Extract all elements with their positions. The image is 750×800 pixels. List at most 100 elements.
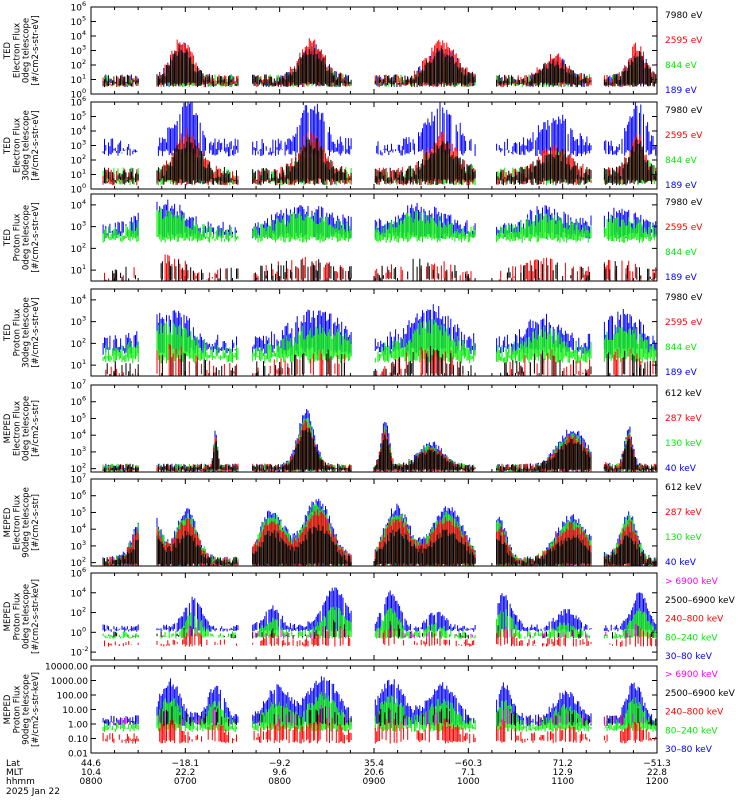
legend-entry: 612 keV <box>665 389 702 399</box>
legend-entry: 287 keV <box>665 414 702 424</box>
y-tick-label: 10 <box>71 570 83 580</box>
y-tick-label: 10 <box>71 542 83 552</box>
y-tick-label: 10 <box>71 432 83 442</box>
legend-entry: 40 keV <box>665 558 697 568</box>
y-tick-exponent: 3 <box>82 44 86 52</box>
y-tick-exponent: 4 <box>82 586 86 594</box>
legend-entry: 844 eV <box>665 248 698 258</box>
footer-hhmm: 1000 <box>457 777 480 787</box>
footer-lat: 35.4 <box>364 759 384 769</box>
series-black <box>102 44 657 88</box>
legend-entry: 844 eV <box>665 61 698 71</box>
y-tick-exponent: 5 <box>82 411 86 419</box>
footer-row-label: hhmm <box>6 777 35 787</box>
legend-entry: 189 eV <box>665 86 698 96</box>
plot-frame <box>90 288 658 377</box>
legend-entry: 7980 eV <box>665 106 703 116</box>
footer-row-label: MLT <box>6 768 24 778</box>
y-tick-label: 10 <box>71 142 83 152</box>
legend-entry: 30–80 keV <box>665 652 713 662</box>
y-tick-exponent: 5 <box>82 15 86 23</box>
legend-entry: 30–80 keV <box>665 745 713 755</box>
legend-entry: 7980 eV <box>665 293 703 303</box>
plot-frame <box>90 6 658 95</box>
y-axis-title-line: 0deg telescope <box>22 18 32 83</box>
y-tick-exponent: 4 <box>82 198 86 206</box>
y-axis-title-line: 30deg telescope <box>22 297 32 368</box>
legend-entry: 2595 eV <box>665 36 703 46</box>
footer-mlt: 9.6 <box>273 768 288 778</box>
y-tick-label: 10 <box>71 76 83 86</box>
legend-entry: 189 eV <box>665 181 698 191</box>
footer-lat: 71.2 <box>553 759 573 769</box>
y-tick-exponent: 4 <box>82 522 86 530</box>
y-tick-exponent: 5 <box>82 505 86 513</box>
y-tick-exponent: 4 <box>82 293 86 301</box>
y-axis-title-line: [#/cm2-s-str-eV] <box>31 297 41 367</box>
y-tick-label: 10 <box>71 33 83 43</box>
footer-lat: 44.6 <box>81 759 101 769</box>
y-tick-label: 10 <box>71 113 83 123</box>
y-tick-label: 10 <box>71 267 83 277</box>
legend-entry: 7980 eV <box>665 11 703 21</box>
series-green <box>102 207 657 243</box>
y-tick-exponent: 1 <box>82 263 86 271</box>
footer-hhmm: 0700 <box>174 777 197 787</box>
y-tick-label: 10 <box>71 609 83 619</box>
footer-row-label: Lat <box>6 759 21 769</box>
series-group <box>102 38 657 88</box>
panel-5: MEPEDElectron Flux0deg telescope[#/cm2-s… <box>3 378 702 475</box>
panel-6: MEPEDElectron Flux90deg telescope[#/cm2-… <box>3 472 702 569</box>
footer-hhmm: 0800 <box>268 777 291 787</box>
series-group <box>102 199 657 281</box>
series-group <box>102 587 657 647</box>
legend-entry: 2500–6900 keV <box>665 596 736 606</box>
y-tick-label: 1000.00 <box>51 677 88 687</box>
y-tick-exponent: 7 <box>82 378 86 386</box>
legend-entry: > 6900 keV <box>665 577 719 587</box>
legend-entry: 2595 eV <box>665 318 703 328</box>
y-axis-title-line: [#/cm2-s-str-eV] <box>31 202 41 272</box>
y-axis-title-line: MEPED <box>3 601 13 631</box>
panel-1: TEDElectron Flux0deg telescope[#/cm2-s-s… <box>3 0 703 101</box>
series-black <box>102 428 657 472</box>
panel-2: TEDElectron Flux30deg telescope[#/cm2-s-… <box>3 95 703 196</box>
footer-hhmm: 1200 <box>646 777 669 787</box>
y-tick-label: 10 <box>71 415 83 425</box>
y-axis-title-line: TED <box>3 228 13 247</box>
y-tick-label: 10 <box>71 382 83 392</box>
y-tick-label: 10 <box>71 186 83 196</box>
y-tick-label: 100.00 <box>57 692 89 702</box>
y-axis-title-line: [#/cm2-s-str-eV] <box>31 110 41 180</box>
y-tick-exponent: -2 <box>82 645 88 653</box>
y-axis-title-line: 30deg telescope <box>22 110 32 181</box>
footer-mlt: 20.6 <box>364 768 384 778</box>
series-group <box>102 304 657 376</box>
series-group <box>102 676 657 744</box>
y-tick-label: 0.01 <box>68 750 88 760</box>
series-magenta <box>113 704 644 727</box>
y-tick-label: 10 <box>71 398 83 408</box>
y-tick-exponent: 2 <box>82 606 86 614</box>
y-tick-label: 1.00 <box>68 721 88 731</box>
y-tick-label: 10 <box>71 4 83 14</box>
y-tick-label: 10 <box>71 318 83 328</box>
y-tick-label: 10 <box>71 157 83 167</box>
plot-frame <box>90 193 658 282</box>
y-axis-title-line: TED <box>3 323 13 342</box>
plot-frame <box>90 665 658 754</box>
legend-entry: 40 keV <box>665 464 697 474</box>
y-tick-label: 10 <box>71 476 83 486</box>
y-tick-label: 10 <box>71 223 83 233</box>
plot-frame <box>90 101 658 190</box>
y-axis-title-line: Electron Flux <box>12 118 22 173</box>
y-axis-title: MEPEDProton Flux0deg telescope[#/cm2-s-s… <box>3 579 41 654</box>
series-black <box>105 258 655 281</box>
y-axis-title-line: 0deg telescope <box>22 205 32 270</box>
legend-entry: 7980 eV <box>665 198 703 208</box>
legend-entry: 2500–6900 keV <box>665 689 736 699</box>
legend-entry: 189 eV <box>665 368 698 378</box>
y-tick-exponent: 6 <box>82 95 86 103</box>
